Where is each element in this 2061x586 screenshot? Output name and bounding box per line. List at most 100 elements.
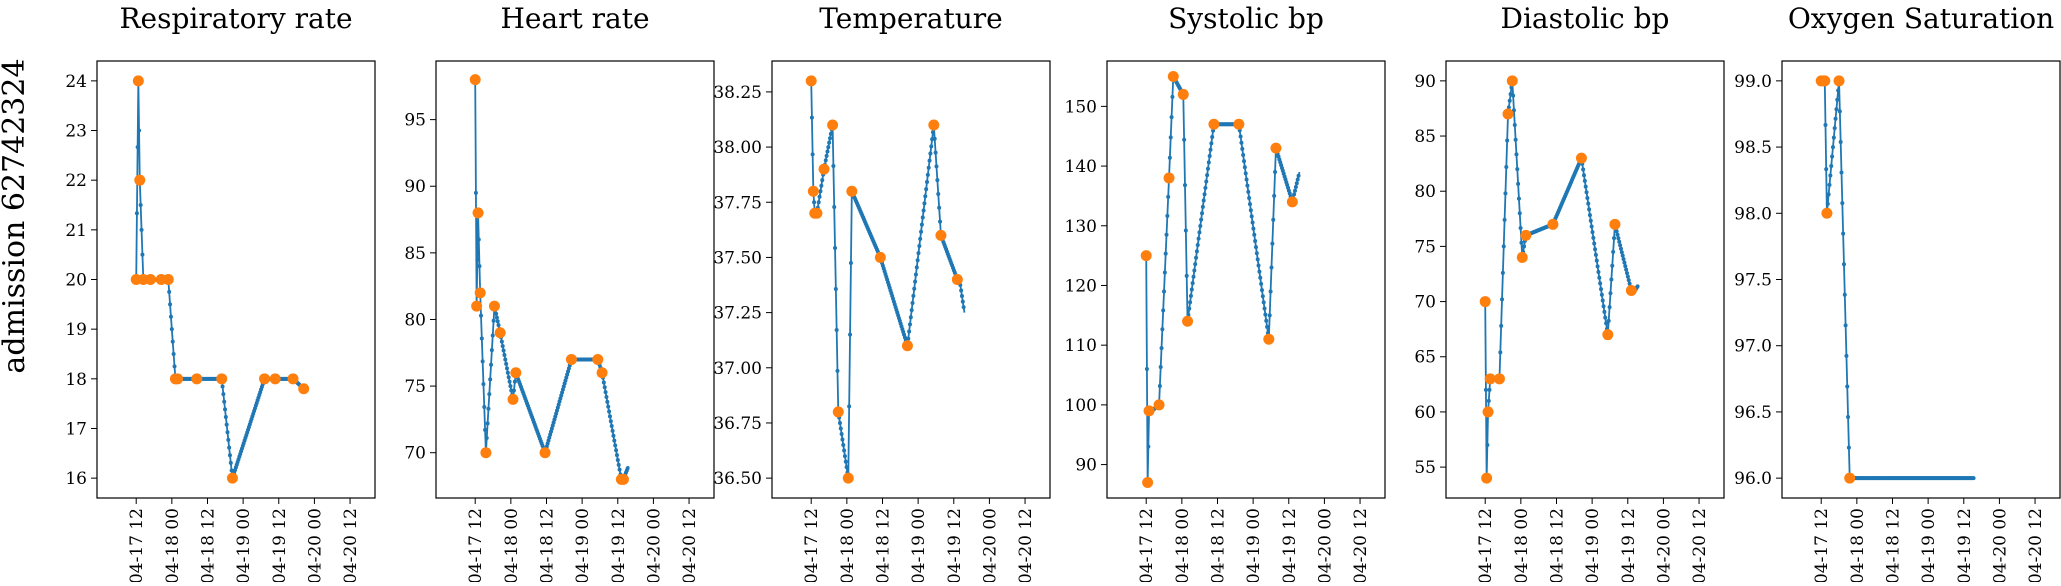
data-point xyxy=(927,158,932,163)
x-tick-label: 04-17 12 xyxy=(802,508,822,582)
data-point xyxy=(549,426,554,431)
measurement-marker xyxy=(494,327,506,339)
measurement-marker xyxy=(1844,472,1856,484)
data-point xyxy=(911,293,916,298)
data-point xyxy=(616,462,621,467)
data-point xyxy=(1247,202,1252,207)
data-point xyxy=(1824,167,1829,172)
plot-frame xyxy=(1781,60,2061,499)
data-point xyxy=(1158,365,1163,370)
data-point xyxy=(1161,308,1166,313)
data-point xyxy=(1165,213,1170,218)
data-point xyxy=(553,414,558,419)
measurement-marker xyxy=(1547,218,1559,230)
data-point xyxy=(842,448,847,453)
data-point xyxy=(223,415,228,420)
data-point xyxy=(606,404,611,409)
data-point xyxy=(1269,265,1274,270)
data-point xyxy=(930,130,935,135)
data-point xyxy=(1483,387,1488,392)
data-point xyxy=(560,387,565,392)
measurement-marker xyxy=(488,300,500,312)
data-point xyxy=(601,380,606,385)
x-tick-label: 04-19 00 xyxy=(1583,508,1603,582)
y-tick-label: 37.25 xyxy=(713,304,762,324)
data-point xyxy=(1498,350,1503,355)
data-point xyxy=(169,327,174,332)
data-point xyxy=(961,305,966,310)
data-point xyxy=(913,279,918,284)
data-point xyxy=(609,424,614,429)
data-point xyxy=(1296,173,1301,178)
data-point xyxy=(916,251,921,256)
data-point xyxy=(847,404,852,409)
data-point xyxy=(1593,252,1598,257)
data-point xyxy=(925,172,930,177)
data-point xyxy=(558,396,563,401)
data-point xyxy=(1846,445,1851,450)
y-tick-label: 23 xyxy=(65,122,87,142)
data-point xyxy=(1198,223,1203,228)
chart-panel-3: Temperature 36.50 36.75 37.00 37.25 37.50 37.7… xyxy=(713,2,1051,584)
data-point xyxy=(171,351,176,356)
data-point xyxy=(168,302,173,307)
data-point xyxy=(1622,260,1627,265)
y-tick-label: 100 xyxy=(1065,396,1097,416)
data-point xyxy=(1592,241,1597,246)
data-point xyxy=(929,144,934,149)
data-point xyxy=(1247,195,1252,200)
data-point xyxy=(1516,196,1521,201)
data-point xyxy=(625,466,630,471)
y-tick-label: 90 xyxy=(1414,72,1436,92)
data-point xyxy=(909,308,914,313)
data-point xyxy=(1144,367,1149,372)
x-tick-label: 04-18 12 xyxy=(873,508,893,582)
data-point xyxy=(1836,88,1841,93)
data-point xyxy=(504,361,509,366)
data-point xyxy=(1204,179,1209,184)
data-point xyxy=(1201,198,1206,203)
data-point xyxy=(1170,94,1175,99)
chart-panel-6: Oxygen Saturation 96.0 96.5 97.0 97.5 98.0 98.… xyxy=(1734,2,2061,584)
y-tick-label: 110 xyxy=(1065,336,1097,356)
x-tick-label: 04-19 00 xyxy=(909,508,929,582)
y-tick-label: 65 xyxy=(1414,348,1436,368)
data-point xyxy=(1516,181,1521,186)
data-point xyxy=(1838,139,1843,144)
data-point xyxy=(1600,298,1605,303)
measurement-marker xyxy=(928,119,940,131)
measurement-marker xyxy=(592,353,604,365)
data-point xyxy=(1511,108,1516,113)
data-point xyxy=(1253,245,1258,250)
data-point xyxy=(1252,232,1257,237)
data-point xyxy=(1842,292,1847,297)
measurement-marker xyxy=(269,373,281,385)
measurement-marker xyxy=(507,393,519,405)
data-point xyxy=(495,319,500,324)
x-tick-label: 04-20 00 xyxy=(1990,508,2010,582)
x-tick-label: 04-17 12 xyxy=(127,508,147,582)
data-point xyxy=(1500,297,1505,302)
data-point xyxy=(491,318,496,323)
data-point xyxy=(226,437,231,442)
data-point xyxy=(1238,134,1243,139)
data-point xyxy=(1292,192,1297,197)
measurement-marker xyxy=(1140,250,1152,262)
data-point xyxy=(1293,184,1298,189)
data-point xyxy=(1826,192,1831,197)
data-point xyxy=(828,136,833,141)
data-point xyxy=(1590,230,1595,235)
x-tick-label: 04-18 00 xyxy=(1512,508,1532,582)
data-point xyxy=(1839,170,1844,175)
data-point xyxy=(496,323,501,328)
data-point xyxy=(938,219,943,224)
data-point xyxy=(563,378,568,383)
measurement-marker xyxy=(539,447,551,459)
data-point xyxy=(1264,318,1269,323)
x-tick-label: 04-17 12 xyxy=(466,508,486,582)
data-point xyxy=(610,428,615,433)
measurement-marker xyxy=(1575,152,1587,164)
data-point xyxy=(1841,262,1846,267)
data-point xyxy=(1169,115,1174,120)
data-point xyxy=(1830,145,1835,150)
